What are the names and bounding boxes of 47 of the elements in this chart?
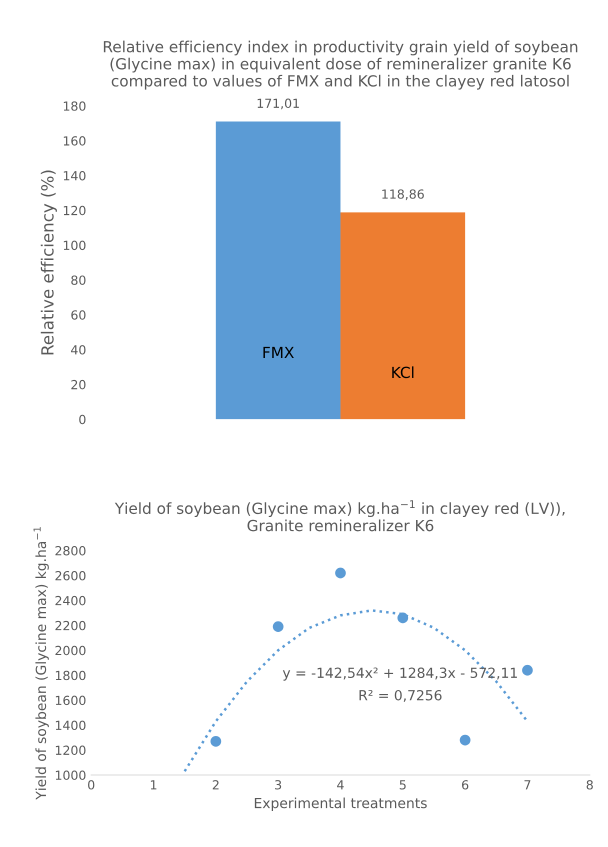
point: [210, 736, 222, 747]
data-label: 118,86: [382, 189, 424, 200]
y-axis-title: Relative efficiency (%): [40, 170, 57, 354]
y-tick-label: 80: [71, 275, 86, 285]
y-tick-label: 120: [64, 206, 86, 216]
series-label: FMX: [263, 346, 294, 358]
y-tick-label: 2800: [55, 546, 86, 556]
x-axis-title: Experimental treatments: [254, 798, 427, 811]
x-tick-label: 5: [400, 780, 406, 790]
series-label: KCl: [392, 366, 414, 378]
y-tick-label: 60: [71, 310, 86, 320]
x-tick-label: 2: [212, 780, 219, 790]
point: [460, 734, 470, 746]
chart-title: Yield of soybean (Glycine max) kg.ha$^{−1}$ in clayey red (LV)), Granite remineralizer K6: [114, 500, 565, 532]
y-tick-label: 160: [64, 136, 86, 146]
y-tick-label: 1200: [56, 746, 86, 755]
y-tick-label: 1000: [56, 770, 86, 780]
point: [397, 612, 408, 624]
annotation: y = -142,54x² + 1284,3x - 572,11: [282, 668, 517, 681]
y-tick-label: 20: [71, 380, 86, 390]
point: [335, 568, 346, 578]
y-tick-label: 1800: [56, 670, 86, 680]
y-tick-label: 2200: [55, 620, 86, 630]
y-axis-title: Yield of soybean (Glycine max) kg.ha$^{−1}$: [34, 527, 49, 800]
chart-title: Relative efficiency index in productivity grain yield of soybean (Glycine max) in equivalent dose of remineralizer granite K6 compared to values of FMX and KCl in the clayey red latosol: [104, 40, 578, 90]
point: [522, 664, 533, 676]
annotation: R² = 0,7256: [360, 690, 442, 702]
x-tick-label: 8: [586, 780, 593, 790]
y-tick-label: 140: [64, 170, 86, 180]
x-tick-label: 3: [275, 780, 282, 790]
y-tick-label: 1400: [56, 720, 86, 730]
y-tick-label: 2000: [55, 646, 86, 656]
x-tick-label: 0: [88, 780, 94, 790]
y-tick-label: 0: [79, 414, 86, 424]
x-tick-label: 4: [337, 780, 344, 790]
y-tick-label: 1600: [56, 696, 86, 706]
data-label: 171,01: [258, 98, 299, 110]
y-tick-label: 40: [71, 345, 86, 355]
y-tick-label: 2400: [55, 596, 86, 606]
x-tick-label: 7: [524, 780, 530, 790]
line-series: [183, 609, 529, 773]
x-tick-label: 6: [462, 780, 468, 790]
x-tick-label: 1: [150, 780, 156, 790]
y-tick-label: 2600: [55, 570, 86, 580]
y-tick-label: 180: [64, 101, 86, 111]
y-tick-label: 100: [64, 240, 86, 250]
point: [272, 621, 284, 632]
